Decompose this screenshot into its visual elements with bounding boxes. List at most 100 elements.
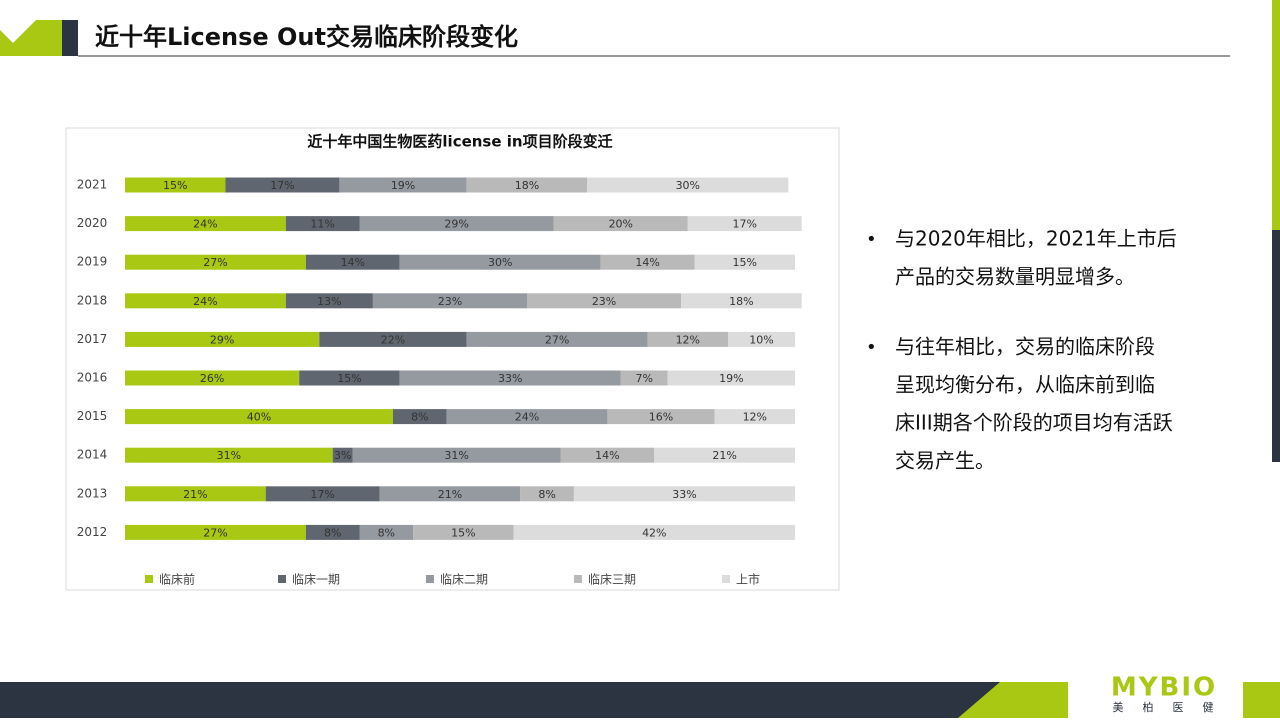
bar-segment: [379, 486, 521, 502]
bullet-dot: •: [866, 229, 877, 250]
data-label: 15%: [337, 372, 361, 385]
legend-label: 临床前: [159, 572, 195, 587]
bar-segment: [573, 486, 795, 502]
bar-segment: [466, 331, 648, 347]
data-label: 12%: [676, 333, 700, 346]
data-label: 23%: [592, 295, 616, 308]
bar-segment: [125, 447, 333, 463]
data-label: 16%: [649, 411, 673, 424]
y-tick-label: 2012: [77, 525, 108, 539]
data-label: 13%: [317, 295, 341, 308]
bar-segment: [285, 293, 373, 309]
data-label: 24%: [515, 411, 539, 424]
bar-segment: [372, 293, 527, 309]
bar-segment: [305, 254, 400, 270]
data-label: 17%: [270, 179, 294, 192]
bar-segment: [125, 293, 286, 309]
bar-segment: [399, 254, 601, 270]
bullet-line: 交易产生。: [895, 449, 995, 473]
bar-segment: [527, 293, 682, 309]
bar-segment: [446, 409, 608, 425]
data-label: 19%: [719, 372, 743, 385]
data-label: 21%: [183, 488, 207, 501]
bar-segment: [647, 331, 728, 347]
data-label: 18%: [515, 179, 539, 192]
legend-swatch: [722, 575, 730, 583]
bar-segment: [265, 486, 380, 502]
logo-char: 医: [1173, 701, 1184, 714]
bar-segment: [125, 331, 320, 347]
side-accent: [1272, 0, 1280, 230]
bullet-dot: •: [866, 337, 877, 358]
data-label: 40%: [247, 411, 271, 424]
bar-segment: [687, 216, 802, 232]
data-label: 15%: [451, 526, 475, 539]
footer-accent: [958, 682, 1068, 718]
bar-segment: [299, 370, 400, 386]
data-label: 27%: [203, 256, 227, 269]
bar-segment: [125, 216, 286, 232]
bar-segment: [399, 370, 621, 386]
bar-segment: [587, 177, 789, 193]
data-label: 33%: [672, 488, 696, 501]
data-label: 22%: [381, 333, 405, 346]
data-label: 31%: [217, 449, 241, 462]
legend-label: 上市: [736, 572, 760, 587]
legend-swatch: [574, 575, 582, 583]
bar-segment: [352, 447, 561, 463]
data-label: 15%: [733, 256, 757, 269]
data-label: 17%: [310, 488, 334, 501]
data-label: 30%: [676, 179, 700, 192]
y-tick-label: 2017: [77, 332, 108, 346]
bar-segment: [413, 524, 514, 540]
bar-segment: [560, 447, 655, 463]
data-label: 27%: [203, 526, 227, 539]
bar-segment: [553, 216, 688, 232]
data-label: 33%: [498, 372, 522, 385]
bar-segment: [600, 254, 695, 270]
data-label: 20%: [609, 218, 633, 231]
data-label: 29%: [210, 333, 234, 346]
bullet-line: 与2020年相比，2021年上市后: [895, 227, 1177, 251]
data-label: 24%: [193, 218, 217, 231]
data-label: 8%: [324, 526, 341, 539]
legend-label: 临床一期: [292, 573, 340, 587]
data-label: 8%: [378, 526, 395, 539]
data-label: 8%: [411, 411, 428, 424]
bar-segment: [359, 216, 554, 232]
y-tick-label: 2020: [77, 216, 108, 230]
data-label: 18%: [729, 295, 753, 308]
y-tick-label: 2015: [77, 409, 108, 423]
data-label: 7%: [636, 372, 653, 385]
y-tick-label: 2021: [77, 178, 108, 192]
plot: 2021 15% 17% 19% 18% 30% 2020 24% 11% 29% 20% 17% 20…: [77, 177, 802, 587]
side-accent: [1272, 230, 1280, 462]
y-tick-label: 2013: [77, 486, 108, 500]
bar-segment: [125, 370, 300, 386]
data-label: 21%: [712, 449, 736, 462]
bar-segment: [125, 177, 226, 193]
data-label: 27%: [545, 333, 569, 346]
data-label: 42%: [642, 526, 666, 539]
data-label: 14%: [595, 449, 619, 462]
bar-segment: [681, 293, 802, 309]
data-label: 8%: [538, 488, 555, 501]
y-tick-label: 2018: [77, 293, 108, 307]
data-label: 14%: [635, 256, 659, 269]
bar-segment: [125, 524, 306, 540]
chart-title: 近十年中国生物医药license in项目阶段变迁: [307, 133, 612, 151]
data-label: 24%: [193, 295, 217, 308]
header-block: [62, 20, 78, 56]
legend-swatch: [145, 575, 153, 583]
bar-segment: [305, 524, 360, 540]
legend-swatch: [426, 575, 434, 583]
data-label: 23%: [438, 295, 462, 308]
logo-char: 健: [1203, 701, 1214, 714]
data-label: 29%: [444, 218, 468, 231]
header-accent: [0, 30, 26, 56]
slide-title: 近十年License Out交易临床阶段变化: [95, 23, 518, 51]
bullet-line: 床III期各个阶段的项目均有活跃: [895, 411, 1173, 435]
data-label: 19%: [391, 179, 415, 192]
y-tick-label: 2019: [77, 255, 108, 269]
